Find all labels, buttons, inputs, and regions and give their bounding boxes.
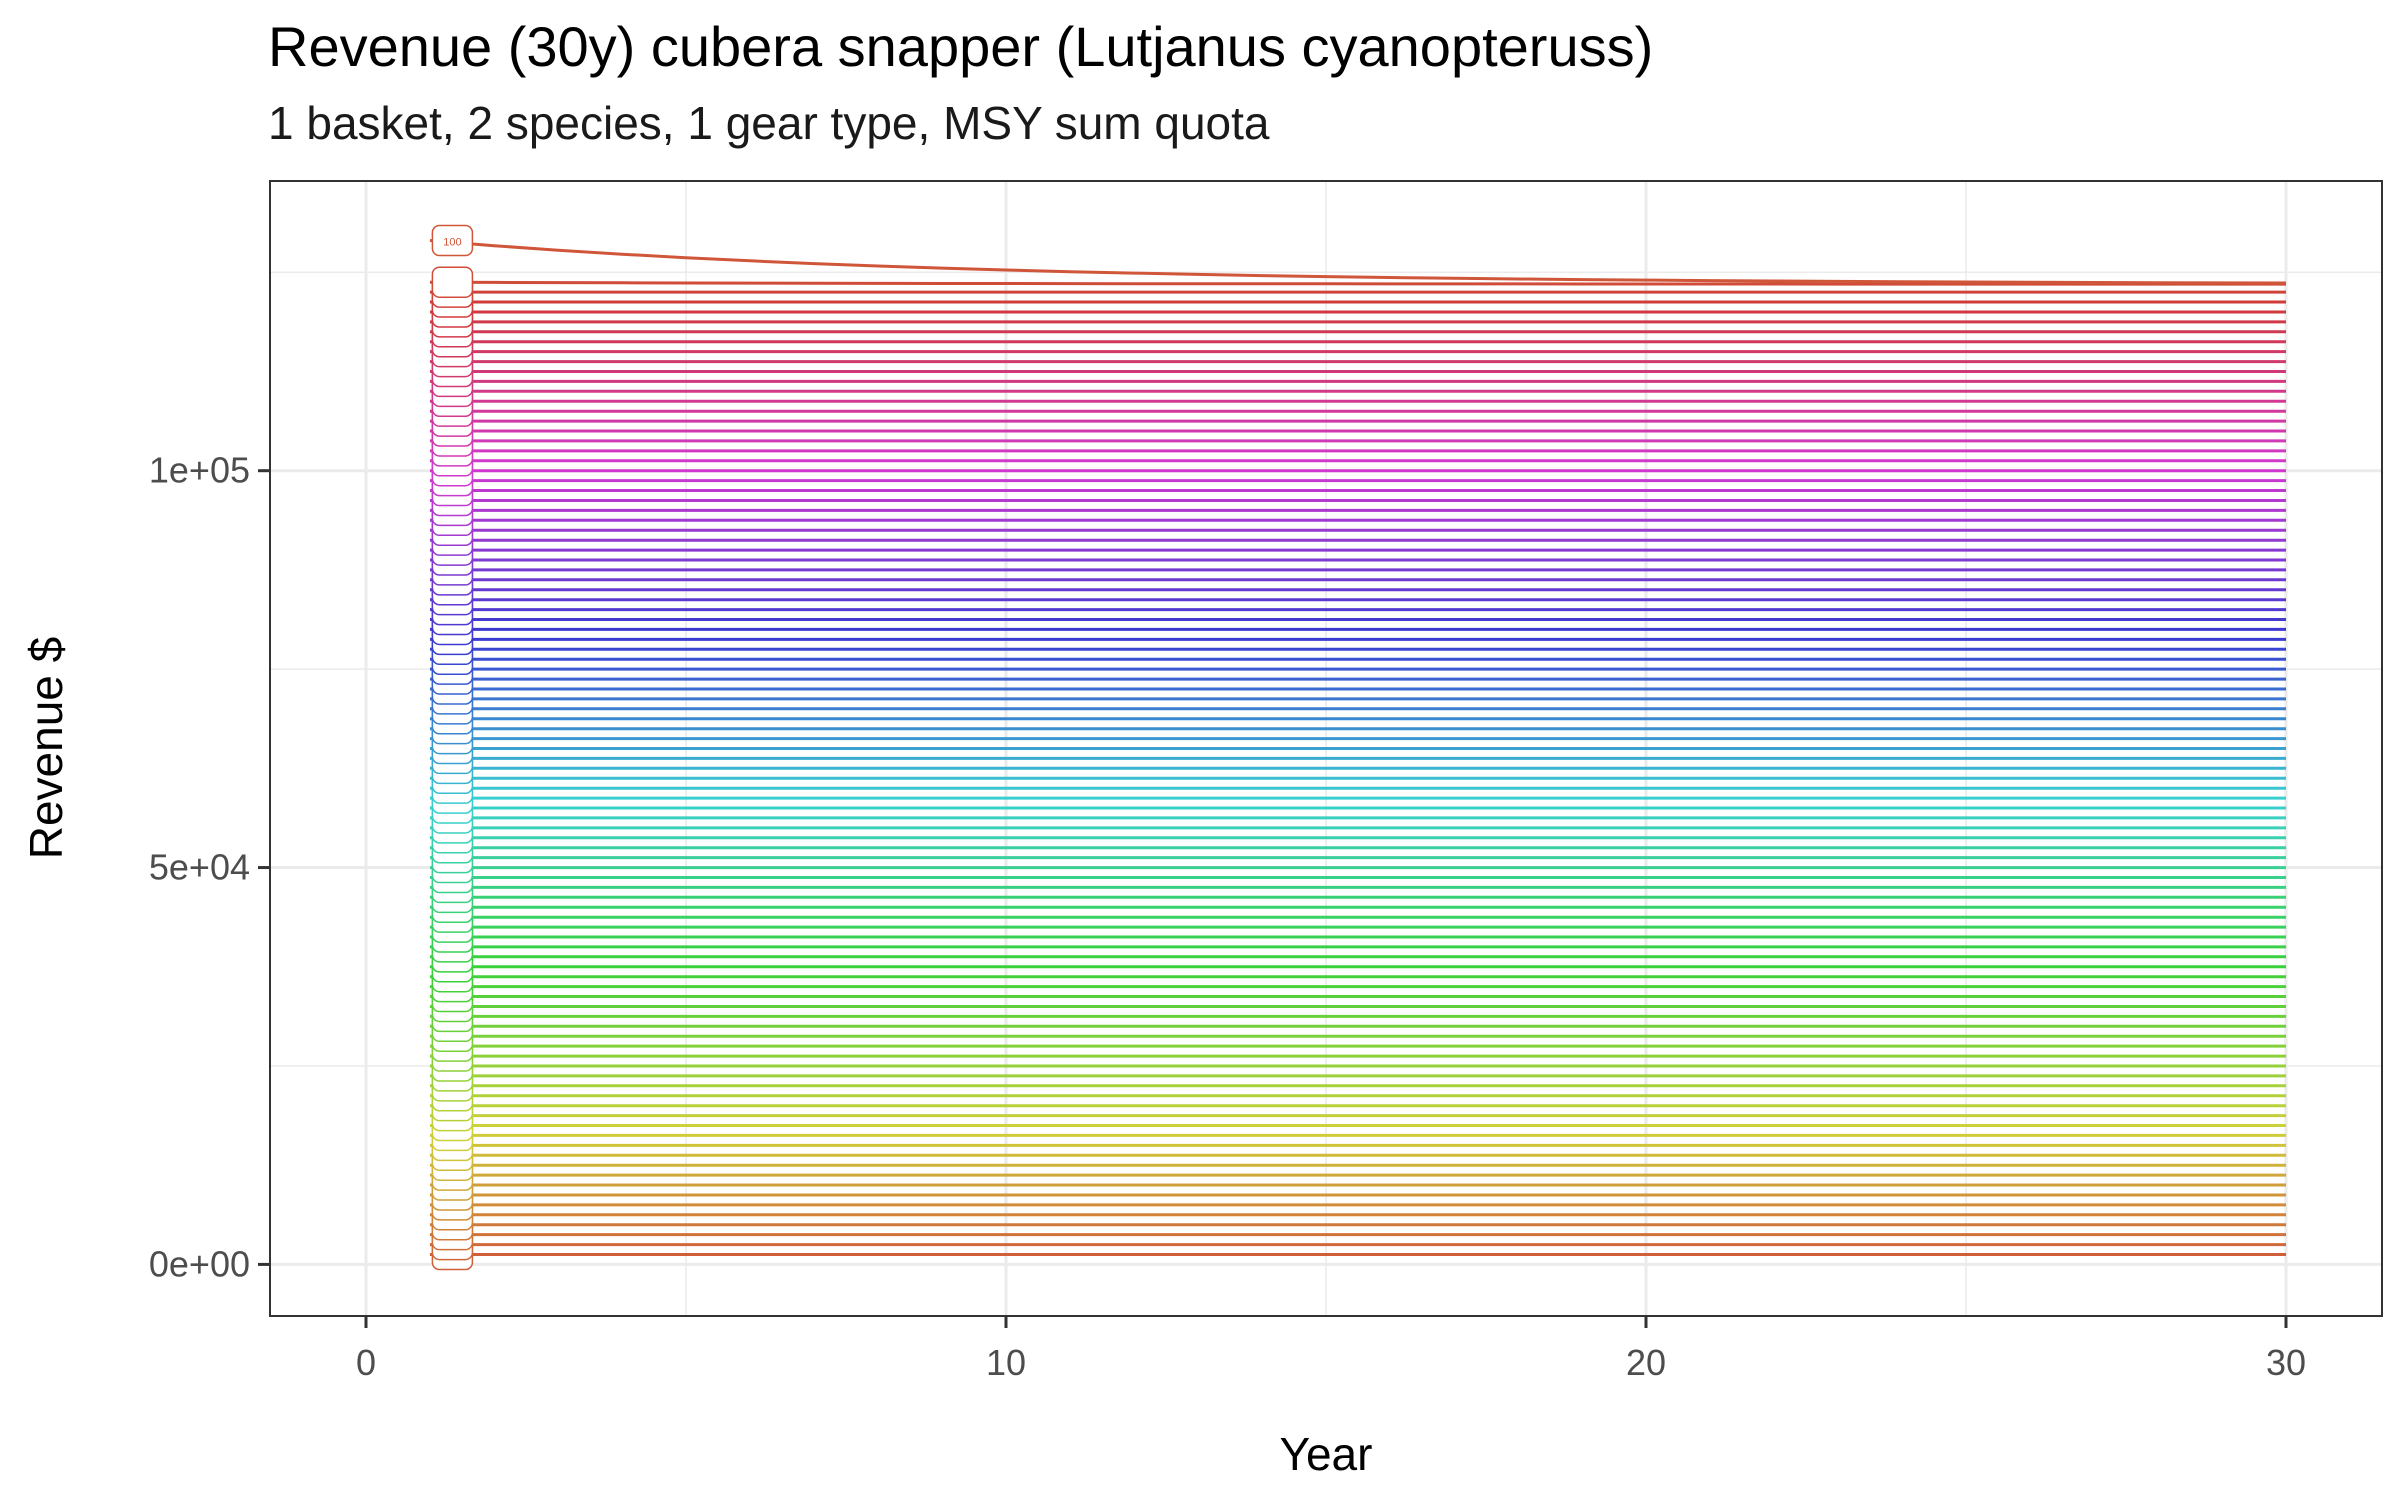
x-tick-label: 10	[986, 1342, 1026, 1383]
x-tick-label: 20	[1626, 1342, 1666, 1383]
series-line	[429, 239, 2287, 285]
plot-panel-border	[269, 180, 2383, 1317]
series-label-box	[431, 266, 474, 298]
x-tick-label: 0	[356, 1342, 376, 1383]
series-labels: 100	[431, 224, 474, 1271]
series-line	[429, 280, 2286, 286]
series-label-box	[431, 224, 474, 257]
chart-title: Revenue (30y) cubera snapper (Lutjanus c…	[268, 15, 1654, 78]
x-axis-label: Year	[1280, 1428, 1373, 1480]
x-tick-label: 30	[2266, 1342, 2306, 1383]
chart-subtitle: 1 basket, 2 species, 1 gear type, MSY su…	[268, 97, 1270, 149]
y-tick-label: 1e+05	[149, 450, 250, 491]
y-tick-label: 5e+04	[149, 847, 250, 888]
series-label-top: 100	[443, 237, 461, 249]
y-tick-label: 0e+00	[149, 1243, 250, 1284]
y-axis-label: Revenue $	[20, 637, 72, 860]
series-lines	[429, 239, 2287, 1256]
axes: 0 10 20 30 0e+00 5e+04 1e+05	[149, 450, 2306, 1383]
